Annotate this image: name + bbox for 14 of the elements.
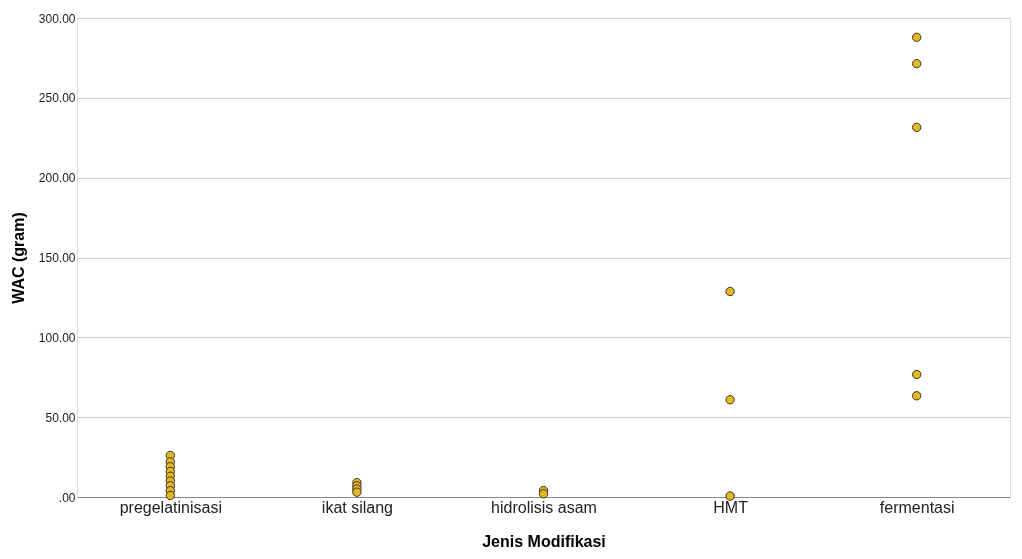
y-tick-label: 150.00 xyxy=(38,251,76,265)
y-tick-label: 200.00 xyxy=(38,171,76,186)
x-tick-label: ikat silang xyxy=(321,498,393,516)
y-tick-label: 250.00 xyxy=(38,91,76,106)
y-tick-label: .00 xyxy=(58,490,76,505)
x-tick-label: pregelatinisasi xyxy=(119,498,222,516)
y-tick-label: 100.00 xyxy=(38,330,76,345)
x-axis-title: Jenis Modifikasi xyxy=(482,532,606,550)
y-axis-title: WAC (gram) xyxy=(9,212,27,304)
x-tick-label: hidrolisis asam xyxy=(491,498,597,516)
x-tick-label: HMT xyxy=(713,498,749,516)
y-tick-label: 300.00 xyxy=(38,11,76,26)
y-tick-label: 50.00 xyxy=(45,410,76,425)
x-tick-label: fermentasi xyxy=(879,498,955,516)
